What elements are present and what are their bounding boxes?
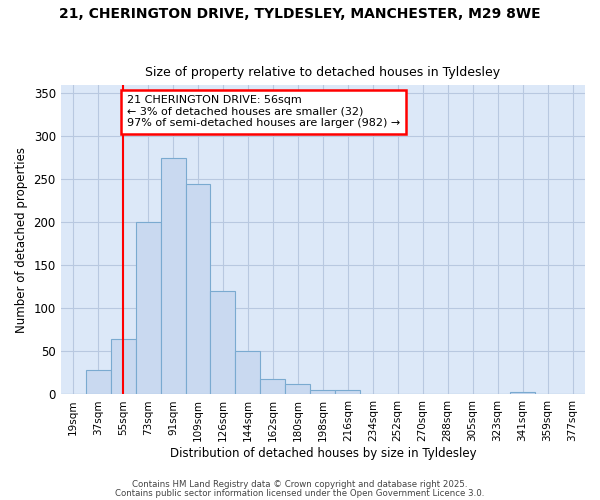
Title: Size of property relative to detached houses in Tyldesley: Size of property relative to detached ho… bbox=[145, 66, 500, 80]
Bar bbox=[335, 390, 360, 394]
Bar bbox=[110, 338, 136, 394]
Bar bbox=[286, 384, 310, 394]
Bar bbox=[136, 222, 161, 394]
Bar bbox=[86, 370, 110, 394]
Y-axis label: Number of detached properties: Number of detached properties bbox=[15, 146, 28, 332]
Bar bbox=[211, 291, 235, 395]
Text: 21, CHERINGTON DRIVE, TYLDESLEY, MANCHESTER, M29 8WE: 21, CHERINGTON DRIVE, TYLDESLEY, MANCHES… bbox=[59, 8, 541, 22]
Bar bbox=[310, 390, 335, 394]
X-axis label: Distribution of detached houses by size in Tyldesley: Distribution of detached houses by size … bbox=[170, 447, 476, 460]
Text: 21 CHERINGTON DRIVE: 56sqm
← 3% of detached houses are smaller (32)
97% of semi-: 21 CHERINGTON DRIVE: 56sqm ← 3% of detac… bbox=[127, 95, 400, 128]
Bar bbox=[185, 184, 211, 394]
Text: Contains public sector information licensed under the Open Government Licence 3.: Contains public sector information licen… bbox=[115, 488, 485, 498]
Bar bbox=[235, 352, 260, 395]
Text: Contains HM Land Registry data © Crown copyright and database right 2025.: Contains HM Land Registry data © Crown c… bbox=[132, 480, 468, 489]
Bar bbox=[510, 392, 535, 394]
Bar bbox=[161, 158, 185, 394]
Bar bbox=[260, 379, 286, 394]
